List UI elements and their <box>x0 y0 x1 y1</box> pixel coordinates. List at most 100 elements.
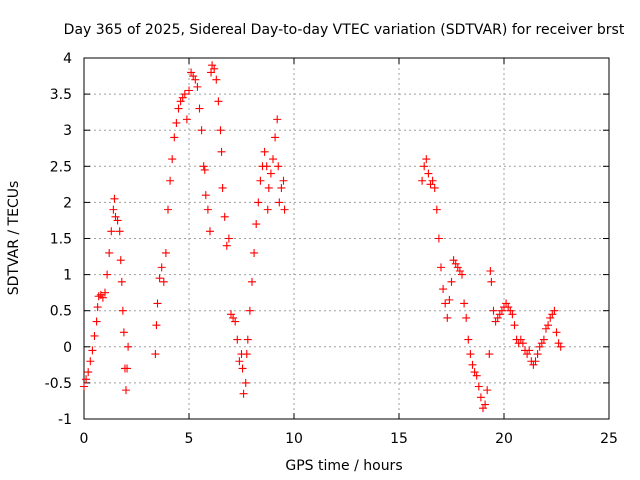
y-tick-label: 1.5 <box>50 232 72 248</box>
data-point <box>124 342 133 351</box>
data-point <box>556 342 565 351</box>
y-tick-label: 2 <box>63 195 72 211</box>
data-point <box>195 104 204 113</box>
data-point <box>430 183 439 192</box>
data-point <box>277 183 286 192</box>
data-point <box>504 303 513 312</box>
data-point <box>451 259 460 268</box>
data-point <box>117 277 126 286</box>
y-tick-label: -0.5 <box>45 376 72 392</box>
data-point <box>533 350 542 359</box>
grid-lines <box>84 58 609 419</box>
data-point <box>481 400 490 409</box>
data-point <box>151 350 160 359</box>
data-point <box>510 321 519 330</box>
data-point <box>516 335 525 344</box>
data-point <box>155 274 164 283</box>
data-point <box>116 256 125 265</box>
data-point <box>260 147 269 156</box>
data-point <box>262 162 271 171</box>
data-point <box>153 299 162 308</box>
data-point <box>432 205 441 214</box>
data-point <box>455 266 464 275</box>
data-point <box>502 299 511 308</box>
data-point <box>115 227 124 236</box>
data-point <box>252 220 261 229</box>
data-point <box>82 375 91 384</box>
data-point <box>274 162 283 171</box>
data-point <box>434 234 443 243</box>
data-point <box>166 176 175 185</box>
data-point <box>554 339 563 348</box>
data-point <box>174 104 183 113</box>
data-point <box>254 198 263 207</box>
data-point <box>279 176 288 185</box>
data-point <box>529 360 538 369</box>
data-point <box>546 313 555 322</box>
data-point <box>420 162 429 171</box>
data-point <box>242 350 251 359</box>
y-tick-label: 3.5 <box>50 87 72 103</box>
data-point <box>464 335 473 344</box>
y-tick-label: 0.5 <box>50 304 72 320</box>
data-point <box>518 339 527 348</box>
data-point <box>269 155 277 164</box>
data-point <box>474 382 483 391</box>
data-point <box>245 306 254 315</box>
data-point <box>212 75 221 84</box>
data-point <box>80 382 88 391</box>
data-point <box>483 386 492 395</box>
data-point <box>424 169 433 178</box>
data-point <box>185 86 193 95</box>
data-point <box>476 393 485 402</box>
data-point <box>449 256 458 265</box>
data-point <box>439 285 448 294</box>
data-points <box>80 61 565 413</box>
data-point <box>152 321 161 330</box>
data-point <box>238 364 247 373</box>
data-point <box>199 162 208 171</box>
data-point <box>206 227 214 236</box>
data-point <box>176 97 185 106</box>
data-point <box>159 277 168 286</box>
data-point <box>187 68 196 77</box>
data-point <box>525 346 534 355</box>
data-point <box>216 126 225 135</box>
x-tick-label: 5 <box>185 431 194 447</box>
data-point <box>275 198 284 207</box>
data-point <box>122 386 130 395</box>
x-tick-label: 25 <box>600 431 618 447</box>
data-point <box>466 350 475 359</box>
data-point <box>441 299 450 308</box>
data-point <box>523 350 532 359</box>
x-tick-label: 20 <box>495 431 513 447</box>
data-point <box>220 212 229 221</box>
y-tick-label: 0 <box>63 340 72 356</box>
data-point <box>168 155 177 164</box>
data-point <box>447 277 456 286</box>
data-point <box>201 191 210 200</box>
data-point <box>103 270 112 279</box>
data-point <box>539 335 548 344</box>
y-tick-labels: -1 -0.5 0 0.5 1 1.5 2 2.5 3 3.5 4 <box>45 51 72 428</box>
data-point <box>418 176 427 185</box>
data-point <box>88 346 97 355</box>
data-point <box>113 216 122 225</box>
data-point <box>101 288 109 297</box>
data-point <box>92 317 101 326</box>
axis-ticks <box>83 57 610 420</box>
data-point <box>422 155 431 164</box>
data-point <box>271 133 280 142</box>
data-point <box>460 299 469 308</box>
x-tick-label: 15 <box>390 431 408 447</box>
data-point <box>243 335 252 344</box>
data-point <box>256 176 265 185</box>
data-point <box>178 93 187 102</box>
data-point <box>443 313 452 322</box>
y-tick-label: 3 <box>63 123 72 139</box>
data-point <box>462 313 471 322</box>
data-point <box>537 339 546 348</box>
data-point <box>491 317 500 326</box>
y-axis-label: SDTVAR / TECUs <box>6 181 22 296</box>
data-point <box>229 313 238 322</box>
